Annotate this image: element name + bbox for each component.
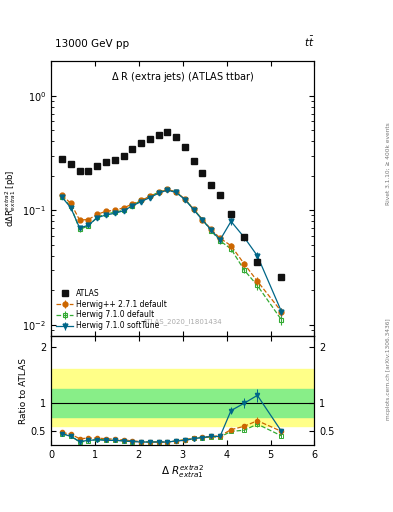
ATLAS bbox=[218, 193, 222, 199]
X-axis label: $\Delta$ $R^{extra2}_{extra1}$: $\Delta$ $R^{extra2}_{extra1}$ bbox=[161, 463, 204, 480]
ATLAS bbox=[279, 274, 284, 280]
ATLAS bbox=[242, 234, 246, 241]
ATLAS bbox=[174, 134, 178, 140]
ATLAS bbox=[121, 153, 126, 159]
Y-axis label: Ratio to ATLAS: Ratio to ATLAS bbox=[19, 357, 28, 423]
Text: $\Delta$ R (extra jets) (ATLAS ttbar): $\Delta$ R (extra jets) (ATLAS ttbar) bbox=[111, 70, 254, 83]
ATLAS bbox=[139, 140, 143, 146]
ATLAS bbox=[95, 163, 99, 169]
ATLAS bbox=[191, 158, 196, 164]
Text: 13000 GeV pp: 13000 GeV pp bbox=[55, 38, 129, 49]
Text: $t\bar{t}$: $t\bar{t}$ bbox=[304, 34, 314, 49]
ATLAS bbox=[183, 143, 187, 150]
ATLAS bbox=[86, 168, 91, 174]
ATLAS bbox=[130, 146, 135, 152]
ATLAS bbox=[200, 170, 205, 177]
ATLAS bbox=[112, 157, 117, 163]
ATLAS bbox=[255, 260, 260, 266]
ATLAS bbox=[156, 132, 161, 138]
ATLAS bbox=[147, 136, 152, 142]
Legend: ATLAS, Herwig++ 2.7.1 default, Herwig 7.1.0 default, Herwig 7.1.0 softTune: ATLAS, Herwig++ 2.7.1 default, Herwig 7.… bbox=[55, 287, 169, 332]
Y-axis label: dσ$^{nd}$
dΔR$_{extra1}^{extra2}$ [pb]: dσ$^{nd}$ dΔR$_{extra1}^{extra2}$ [pb] bbox=[0, 170, 18, 227]
ATLAS bbox=[104, 159, 108, 165]
ATLAS bbox=[68, 161, 73, 167]
ATLAS bbox=[77, 168, 82, 174]
Text: mcplots.cern.ch [arXiv:1306.3436]: mcplots.cern.ch [arXiv:1306.3436] bbox=[386, 318, 391, 419]
ATLAS bbox=[209, 182, 214, 188]
Text: Rivet 3.1.10; ≥ 400k events: Rivet 3.1.10; ≥ 400k events bbox=[386, 122, 391, 205]
Text: ATLAS_2020_I1801434: ATLAS_2020_I1801434 bbox=[143, 318, 222, 325]
ATLAS bbox=[60, 156, 64, 162]
Bar bbox=[51, 389, 314, 417]
ATLAS bbox=[229, 211, 233, 218]
Line: ATLAS: ATLAS bbox=[59, 129, 285, 280]
Bar bbox=[51, 370, 314, 426]
ATLAS bbox=[165, 129, 170, 135]
